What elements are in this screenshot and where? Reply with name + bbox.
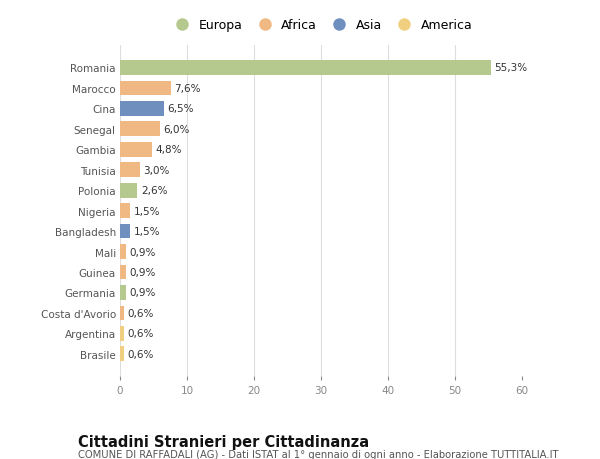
Bar <box>120 224 130 239</box>
Legend: Europa, Africa, Asia, America: Europa, Africa, Asia, America <box>170 19 472 32</box>
Text: 0,9%: 0,9% <box>130 247 156 257</box>
Bar <box>120 204 130 218</box>
Text: 0,9%: 0,9% <box>130 288 156 298</box>
Text: 1,5%: 1,5% <box>133 206 160 216</box>
Bar <box>120 163 140 178</box>
Text: 2,6%: 2,6% <box>141 186 167 196</box>
Bar <box>120 102 164 117</box>
Text: 0,6%: 0,6% <box>127 349 154 359</box>
Bar <box>120 143 152 157</box>
Text: 0,6%: 0,6% <box>127 308 154 318</box>
Bar <box>120 265 126 280</box>
Bar <box>120 122 160 137</box>
Bar <box>120 285 126 300</box>
Text: 7,6%: 7,6% <box>174 84 201 94</box>
Bar <box>120 326 124 341</box>
Bar <box>120 184 137 198</box>
Bar <box>120 81 171 96</box>
Bar <box>120 347 124 361</box>
Bar <box>120 245 126 259</box>
Text: 3,0%: 3,0% <box>143 165 170 175</box>
Text: 6,0%: 6,0% <box>164 124 190 134</box>
Text: COMUNE DI RAFFADALI (AG) - Dati ISTAT al 1° gennaio di ogni anno - Elaborazione : COMUNE DI RAFFADALI (AG) - Dati ISTAT al… <box>78 449 559 459</box>
Bar <box>120 306 124 320</box>
Text: 6,5%: 6,5% <box>167 104 193 114</box>
Text: Cittadini Stranieri per Cittadinanza: Cittadini Stranieri per Cittadinanza <box>78 434 369 449</box>
Text: 1,5%: 1,5% <box>133 227 160 236</box>
Text: 0,6%: 0,6% <box>127 329 154 339</box>
Bar <box>120 61 491 76</box>
Text: 4,8%: 4,8% <box>155 145 182 155</box>
Text: 55,3%: 55,3% <box>494 63 527 73</box>
Text: 0,9%: 0,9% <box>130 268 156 277</box>
